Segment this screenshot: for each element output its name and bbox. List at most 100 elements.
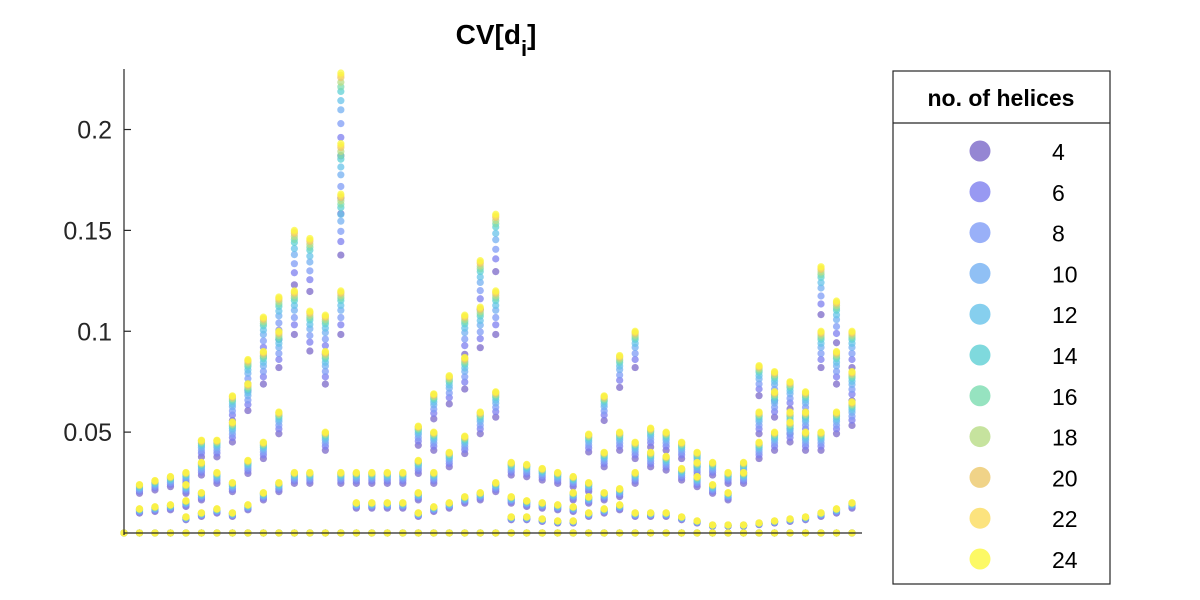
scatter-point-series-8 (817, 292, 825, 300)
scatter-point-series-24 (461, 493, 469, 501)
scatter-point-series-8 (275, 319, 283, 327)
scatter-point-series-24 (523, 513, 531, 521)
scatter-point-series-24 (306, 307, 314, 315)
scatter-point-series-8 (832, 322, 841, 331)
scatter-point-series-4 (817, 363, 825, 372)
scatter-point-series-24 (461, 311, 469, 319)
legend-label-12: 12 (1052, 302, 1078, 328)
scatter-point-series-24 (182, 497, 190, 505)
scatter-point-series-8 (817, 349, 825, 358)
scatter-point-series-6 (290, 321, 298, 329)
scatter-point-series-4 (461, 385, 469, 393)
scatter-point-series-24 (554, 501, 562, 509)
scatter-point-series-12 (337, 210, 345, 219)
scatter-point-series-24 (600, 489, 608, 497)
legend-marker-24 (969, 548, 991, 570)
y-tick-label: 0.2 (77, 117, 112, 145)
scatter-point-series-24 (151, 476, 159, 485)
scatter-point-series-6 (476, 295, 484, 303)
scatter-point-series-24 (832, 505, 841, 513)
scatter-point-series-24 (352, 468, 360, 477)
scatter-point-series-24 (166, 472, 175, 481)
scatter-point-series-24 (259, 438, 268, 446)
scatter-point-series-24 (228, 478, 237, 487)
scatter-point-series-24 (337, 69, 345, 77)
scatter-point-series-24 (693, 448, 701, 456)
scatter-point-series-24 (476, 257, 484, 265)
scatter-point-series-24 (430, 390, 438, 398)
scatter-point-series-24 (430, 503, 438, 511)
scatter-point-series-24 (290, 468, 298, 477)
scatter-point-series-4 (492, 268, 500, 276)
scatter-point-series-12 (492, 229, 500, 237)
chart-title: CV[di] (456, 19, 537, 61)
scatter-point-series-24 (770, 517, 779, 525)
scatter-point-series-8 (290, 313, 298, 322)
scatter-point-series-24 (290, 226, 298, 234)
scatter-point-series-24 (135, 505, 144, 513)
scatter-points (120, 69, 856, 537)
legend-label-18: 18 (1052, 425, 1078, 451)
scatter-point-series-4 (321, 380, 329, 388)
scatter-point-series-24 (817, 509, 825, 517)
scatter-point-series-24 (337, 468, 345, 477)
scatter-point-series-24 (476, 408, 484, 416)
scatter-point-series-24 (817, 327, 825, 335)
scatter-point-series-24 (337, 140, 345, 148)
scatter-point-series-4 (306, 287, 314, 296)
legend-label-20: 20 (1052, 465, 1078, 491)
legend-label-24: 24 (1052, 547, 1078, 573)
scatter-point-series-24 (275, 478, 283, 487)
scatter-point-series-24 (770, 428, 779, 436)
scatter-point-series-8 (832, 367, 841, 375)
legend-marker-16 (969, 385, 991, 407)
scatter-point-series-24 (569, 503, 577, 511)
scatter-point-series-4 (259, 380, 268, 388)
scatter-point-series-12 (290, 244, 298, 253)
scatter-point-series-24 (693, 517, 701, 525)
scatter-point-series-24 (461, 353, 469, 362)
scatter-point-series-24 (678, 464, 686, 473)
scatter-point-series-24 (585, 509, 593, 517)
scatter-point-series-12 (817, 279, 825, 287)
scatter-point-series-24 (755, 408, 763, 416)
scatter-point-series-24 (585, 493, 593, 501)
scatter-point-series-24 (414, 422, 422, 430)
legend-title: no. of helices (928, 85, 1075, 111)
scatter-point-series-24 (244, 456, 252, 464)
scatter-point-series-24 (523, 497, 531, 505)
scatter-point-series-4 (848, 421, 856, 430)
scatter-point-series-24 (228, 418, 237, 426)
scatter-point-series-10 (337, 106, 345, 114)
scatter-point-series-4 (306, 347, 314, 355)
legend-label-16: 16 (1052, 384, 1078, 410)
scatter-point-series-8 (275, 349, 283, 358)
scatter-point-series-24 (770, 388, 779, 396)
scatter-point-series-24 (352, 499, 360, 507)
scatter-point-series-4 (275, 363, 283, 372)
scatter-point-series-24 (708, 480, 717, 489)
scatter-point-series-8 (259, 337, 268, 345)
scatter-point-series-24 (755, 438, 763, 446)
scatter-point-series-24 (414, 489, 422, 497)
scatter-point-series-24 (414, 456, 422, 464)
scatter-point-series-24 (244, 380, 252, 388)
scatter-point-series-24 (616, 428, 624, 436)
scatter-point-series-24 (213, 468, 221, 477)
scatter-point-series-24 (538, 499, 546, 507)
scatter-point-series-24 (538, 464, 546, 473)
scatter-point-series-4 (770, 413, 779, 421)
scatter-point-series-24 (678, 513, 686, 521)
legend-label-22: 22 (1052, 506, 1078, 532)
scatter-point-series-6 (616, 376, 624, 384)
scatter-point-series-8 (848, 349, 856, 358)
scatter-point-series-24 (414, 509, 422, 517)
scatter-point-series-6 (337, 237, 345, 246)
legend-marker-18 (969, 426, 991, 448)
scatter-point-series-24 (368, 468, 376, 477)
scatter-point-series-24 (801, 408, 810, 416)
scatter-point-series-24 (801, 513, 810, 521)
scatter-point-series-24 (213, 436, 221, 444)
scatter-point-series-24 (259, 313, 268, 321)
scatter-point-series-24 (321, 347, 329, 356)
